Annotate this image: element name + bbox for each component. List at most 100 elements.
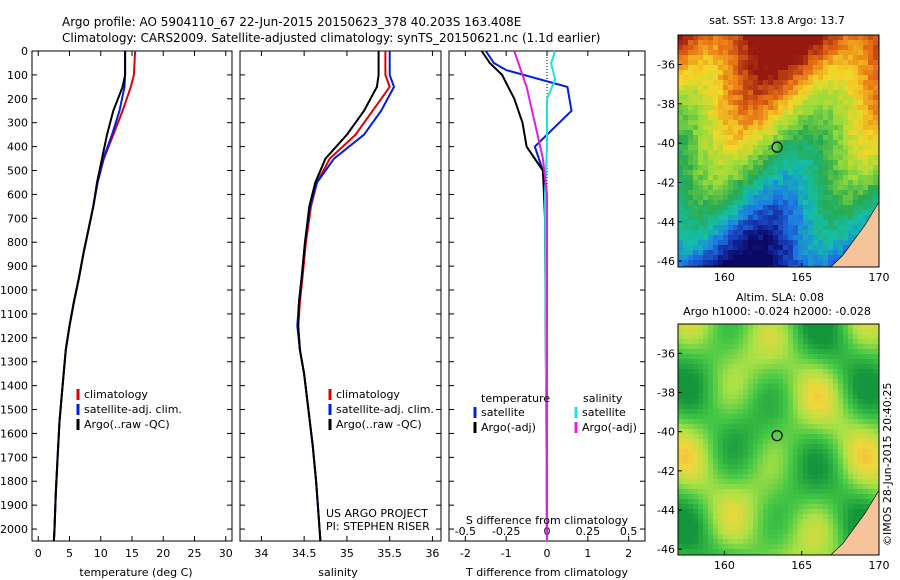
sst-map-cell xyxy=(793,230,798,235)
sst-map-cell xyxy=(728,60,733,65)
sst-map-cell xyxy=(748,130,753,135)
sst-map-cell xyxy=(718,85,723,90)
sla-map-cell xyxy=(753,489,758,494)
sla-map-cell xyxy=(743,324,748,329)
sst-map-cell xyxy=(788,240,793,245)
sla-map-cell xyxy=(843,349,848,354)
sst-map-cell xyxy=(713,260,718,265)
sla-map-cell xyxy=(773,519,778,524)
sla-map-cell xyxy=(698,339,703,344)
sst-map-cell xyxy=(798,245,803,250)
sla-map-cell xyxy=(698,399,703,404)
sla-map-cell xyxy=(703,394,708,399)
sst-map-cell xyxy=(688,70,693,75)
sst-map-cell xyxy=(703,255,708,260)
sla-map-cell xyxy=(793,344,798,349)
sla-map-cell xyxy=(698,454,703,459)
sla-map-cell xyxy=(823,439,828,444)
sst-map-cell xyxy=(823,105,828,110)
sla-map-cell xyxy=(788,434,793,439)
sst-map-cell xyxy=(733,65,738,70)
sla-map-cell xyxy=(783,354,788,359)
sla-map-cell xyxy=(728,459,733,464)
sla-map-cell xyxy=(783,449,788,454)
sla-map-cell xyxy=(718,529,723,534)
sla-map-cell xyxy=(853,339,858,344)
sst-map-cell xyxy=(853,45,858,50)
sst-map-cell xyxy=(743,65,748,70)
sla-map-cell xyxy=(803,499,808,504)
sla-map-cell xyxy=(738,454,743,459)
sla-map-cell xyxy=(828,339,833,344)
sla-map-cell xyxy=(748,434,753,439)
sst-map-cell xyxy=(828,130,833,135)
sla-map-cell xyxy=(798,484,803,489)
sst-map-cell xyxy=(778,105,783,110)
sla-map-cell xyxy=(778,414,783,419)
sla-map-cell xyxy=(873,399,878,404)
sst-map-cell xyxy=(763,220,768,225)
sst-map-cell xyxy=(813,55,818,60)
sla-map-cell xyxy=(718,329,723,334)
sla-map-cell xyxy=(778,509,783,514)
sla-map-cell xyxy=(718,334,723,339)
sla-map-cell xyxy=(763,394,768,399)
sst-map-cell xyxy=(688,200,693,205)
sla-map-cell xyxy=(683,534,688,539)
sst-map-cell xyxy=(793,140,798,145)
sla-map-cell xyxy=(768,484,773,489)
sst-map-cell xyxy=(748,215,753,220)
sst-map-cell xyxy=(748,60,753,65)
sla-map-cell xyxy=(728,364,733,369)
sst-map-cell xyxy=(763,210,768,215)
sla-map-cell xyxy=(808,329,813,334)
sst-map-cell xyxy=(718,265,723,267)
sst-map-cell xyxy=(738,155,743,160)
sst-map-cell xyxy=(743,40,748,45)
sla-map-cell xyxy=(843,524,848,529)
sst-map-cell xyxy=(718,160,723,165)
sst-map-cell xyxy=(688,140,693,145)
sst-map-cell xyxy=(718,175,723,180)
sst-map-cell xyxy=(683,115,688,120)
sst-map-cell xyxy=(773,200,778,205)
sla-map-cell xyxy=(833,504,838,509)
sst-map-cell xyxy=(838,80,843,85)
sst-map-cell xyxy=(848,40,853,45)
sla-map-cell xyxy=(868,419,873,424)
sla-map-cell xyxy=(813,379,818,384)
sst-map-cell xyxy=(808,190,813,195)
sla-map-cell xyxy=(708,439,713,444)
sla-map-cell xyxy=(753,379,758,384)
sla-map-cell xyxy=(758,404,763,409)
sst-map-cell xyxy=(728,40,733,45)
sla-map-cell xyxy=(693,389,698,394)
sst-map-cell xyxy=(778,210,783,215)
sla-map-cell xyxy=(703,529,708,534)
sla-map-cell xyxy=(718,474,723,479)
sla-map-cell xyxy=(678,464,683,469)
sst-map-cell xyxy=(808,40,813,45)
sla-map-cell xyxy=(758,354,763,359)
sst-map-cell xyxy=(843,200,848,205)
sst-map-cell xyxy=(793,135,798,140)
sst-map-cell xyxy=(873,45,878,50)
sst-map-cell xyxy=(708,160,713,165)
sst-map-cell xyxy=(828,225,833,230)
sst-map-cell xyxy=(848,140,853,145)
depth-tick-label: 400 xyxy=(7,141,28,154)
sla-map-cell xyxy=(858,504,863,509)
sla-map-cell xyxy=(833,519,838,524)
sst-map-cell xyxy=(768,155,773,160)
sla-map-cell xyxy=(868,449,873,454)
salinity-series-line xyxy=(296,51,396,542)
sst-map-cell xyxy=(758,240,763,245)
sla-map-cell xyxy=(818,549,823,554)
sla-map-cell xyxy=(713,534,718,539)
sla-map-cell xyxy=(753,529,758,534)
temperature-xtick-label: 10 xyxy=(94,547,108,560)
sst-map-cell xyxy=(793,145,798,150)
sst-map-cell xyxy=(813,100,818,105)
sst-map-cell xyxy=(868,205,873,210)
sla-map-cell xyxy=(713,354,718,359)
